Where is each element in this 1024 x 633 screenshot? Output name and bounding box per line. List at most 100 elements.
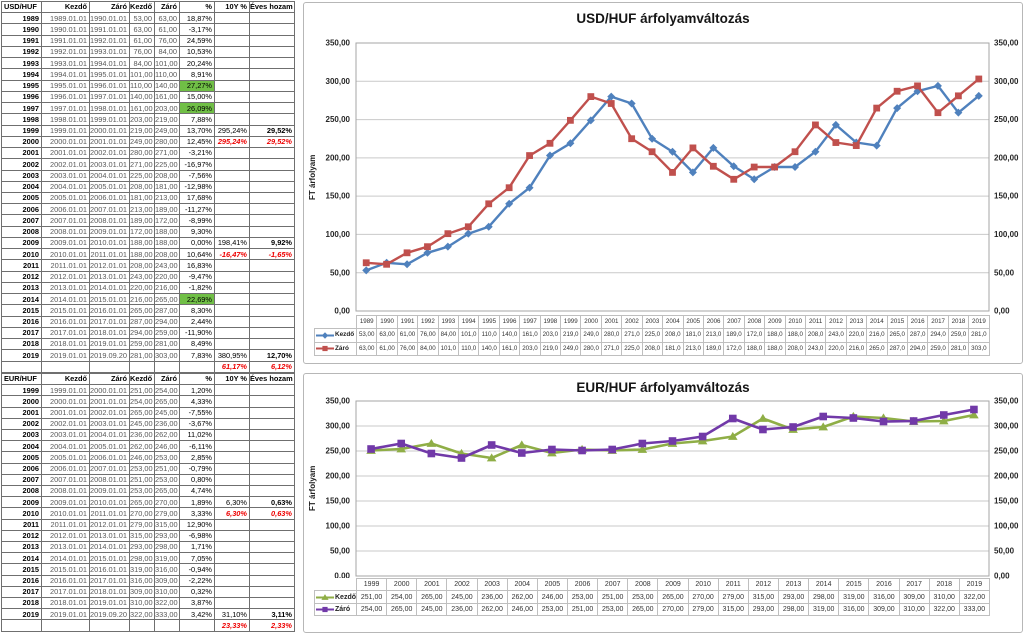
cell[interactable]: 1998.01.01 — [41, 113, 90, 126]
cell[interactable]: 265,00 — [129, 496, 155, 509]
cell[interactable]: 2019 — [1, 349, 42, 362]
cell[interactable] — [214, 485, 250, 498]
cell[interactable]: 2011 — [1, 259, 42, 272]
cell[interactable]: 22,69% — [179, 293, 215, 306]
cell[interactable]: 2005 — [1, 191, 42, 205]
cell[interactable]: 287,00 — [154, 304, 180, 317]
cell[interactable]: 2005.01.01 — [89, 180, 130, 193]
cell[interactable]: 2000 — [1, 135, 42, 149]
cell[interactable]: 2017 — [1, 326, 42, 340]
cell[interactable] — [214, 281, 250, 295]
cell[interactable]: 2007 — [1, 473, 42, 487]
cell[interactable]: 2014.01.01 — [89, 541, 130, 554]
cell[interactable] — [214, 293, 250, 306]
cell[interactable]: 271,00 — [154, 147, 180, 160]
cell[interactable] — [214, 552, 250, 565]
cell[interactable] — [249, 529, 295, 543]
cell[interactable]: 271,00 — [129, 158, 155, 171]
header-cell[interactable]: Kezdő — [41, 372, 90, 386]
cell[interactable]: 2006.01.01 — [41, 462, 90, 475]
cell[interactable] — [249, 395, 295, 408]
cell[interactable]: 2009.01.01 — [89, 225, 130, 238]
cell[interactable]: 1997 — [1, 102, 42, 115]
cell[interactable]: -1,82% — [179, 281, 215, 295]
cell[interactable]: 253,00 — [154, 451, 180, 464]
cell[interactable] — [249, 225, 295, 238]
cell[interactable]: 9,30% — [179, 225, 215, 238]
cell[interactable] — [129, 360, 155, 373]
cell[interactable]: 203,00 — [154, 102, 180, 115]
cell[interactable] — [214, 45, 250, 59]
cell[interactable]: -12,98% — [179, 180, 215, 193]
cell[interactable]: 84,00 — [154, 45, 180, 59]
cell[interactable]: 265,00 — [129, 304, 155, 317]
cell[interactable]: 140,00 — [154, 79, 180, 92]
cell[interactable]: 188,00 — [154, 236, 180, 250]
header-cell[interactable]: EUR/HUF — [1, 372, 42, 386]
cell[interactable]: 1996.01.01 — [89, 79, 130, 92]
cell[interactable]: 1995.01.01 — [41, 79, 90, 92]
cell[interactable]: 309,00 — [154, 574, 180, 587]
cell[interactable]: 101,00 — [129, 68, 155, 81]
cell[interactable]: -16,47% — [214, 248, 250, 261]
cell[interactable]: 2011.01.01 — [41, 259, 90, 272]
cell[interactable]: 2019.01.01 — [89, 338, 130, 351]
cell[interactable]: 15,00% — [179, 90, 215, 104]
cell[interactable]: 2008.01.01 — [41, 225, 90, 238]
cell[interactable]: 13,70% — [179, 124, 215, 137]
cell[interactable]: 2016 — [1, 315, 42, 328]
cell[interactable] — [249, 45, 295, 59]
cell[interactable]: 7,88% — [179, 113, 215, 126]
cell[interactable]: 2007.01.01 — [89, 203, 130, 216]
cell[interactable]: 1999 — [1, 124, 42, 137]
cell[interactable]: 2003.01.01 — [89, 417, 130, 431]
cell[interactable]: 2011.01.01 — [89, 507, 130, 520]
cell[interactable]: 259,00 — [154, 326, 180, 340]
cell[interactable] — [249, 574, 295, 587]
cell[interactable]: 2015.01.01 — [41, 304, 90, 317]
cell[interactable]: 2013.01.01 — [89, 529, 130, 543]
cell[interactable]: 2001 — [1, 406, 42, 419]
cell[interactable] — [214, 270, 250, 283]
cell[interactable]: 1994 — [1, 68, 42, 81]
cell[interactable] — [1, 619, 42, 632]
cell[interactable] — [214, 529, 250, 543]
cell[interactable]: 2012.01.01 — [89, 259, 130, 272]
cell[interactable] — [249, 57, 295, 70]
cell[interactable]: 0,00% — [179, 236, 215, 250]
cell[interactable]: 172,00 — [129, 225, 155, 238]
cell[interactable]: 20,24% — [179, 57, 215, 70]
cell[interactable]: 203,00 — [129, 113, 155, 126]
cell[interactable] — [214, 90, 250, 104]
cell[interactable]: 1997.01.01 — [41, 102, 90, 115]
cell[interactable]: 208,00 — [129, 180, 155, 193]
cell[interactable]: 12,45% — [179, 135, 215, 149]
cell[interactable]: 2019.01.01 — [89, 597, 130, 610]
cell[interactable]: 2017.01.01 — [41, 326, 90, 340]
cell[interactable]: 2014.01.01 — [89, 281, 130, 295]
cell[interactable]: 2006.01.01 — [41, 203, 90, 216]
cell[interactable]: -11,27% — [179, 203, 215, 216]
cell[interactable]: -3,67% — [179, 417, 215, 431]
cell[interactable]: 161,00 — [154, 90, 180, 104]
cell[interactable]: 251,00 — [154, 462, 180, 475]
cell[interactable]: 63,00 — [129, 23, 155, 36]
cell[interactable]: -3,21% — [179, 147, 215, 160]
cell[interactable]: 1994.01.01 — [89, 57, 130, 70]
cell[interactable]: 2005.01.01 — [89, 440, 130, 453]
cell[interactable]: 298,00 — [129, 552, 155, 565]
cell[interactable]: 2002 — [1, 417, 42, 431]
cell[interactable]: 2013.01.01 — [41, 281, 90, 295]
cell[interactable] — [249, 384, 295, 397]
cell[interactable]: 6,30% — [214, 496, 250, 509]
cell[interactable]: -0,94% — [179, 563, 215, 576]
cell[interactable]: 294,00 — [129, 326, 155, 340]
cell[interactable]: 2017.01.01 — [89, 315, 130, 328]
cell[interactable]: 243,00 — [129, 270, 155, 283]
cell[interactable]: 3,87% — [179, 597, 215, 610]
cell[interactable]: 280,00 — [154, 135, 180, 149]
cell[interactable] — [214, 113, 250, 126]
cell[interactable]: 189,00 — [129, 214, 155, 227]
cell[interactable]: 245,00 — [129, 417, 155, 431]
cell[interactable] — [214, 225, 250, 238]
